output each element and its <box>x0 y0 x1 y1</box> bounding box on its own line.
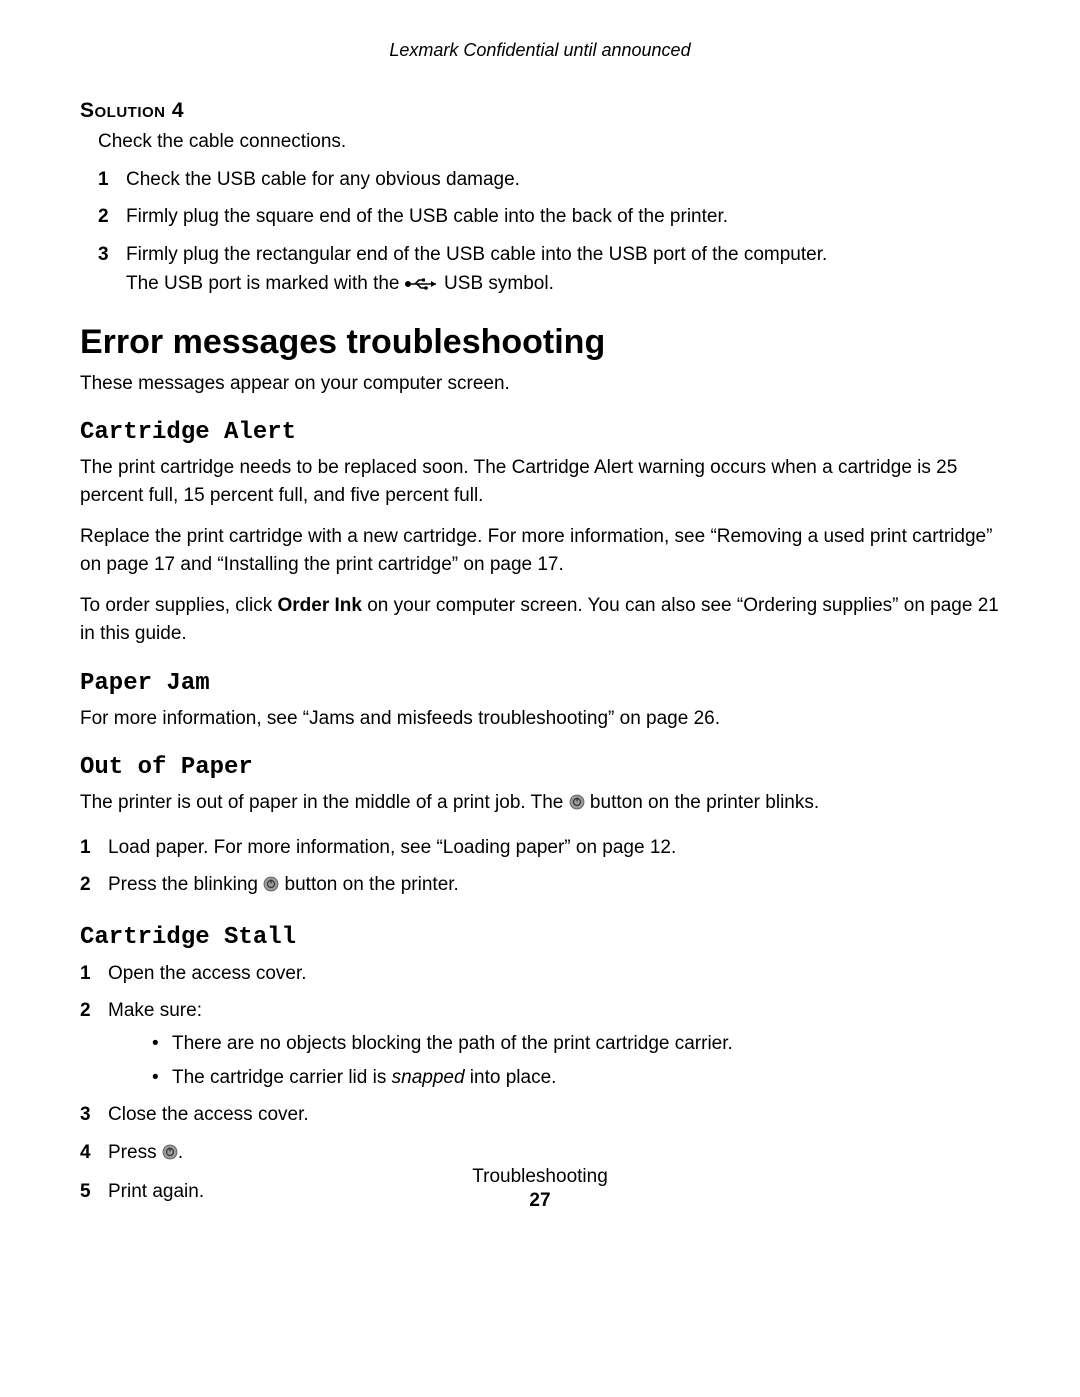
list-item: 1 Check the USB cable for any obvious dam… <box>98 165 1000 194</box>
list-item: 2 Make sure: There are no objects blockin… <box>80 996 1000 1092</box>
usb-icon <box>405 271 439 300</box>
step-text: Close the access cover. <box>108 1104 309 1125</box>
order-ink-label: Order Ink <box>277 595 361 616</box>
document-page: Lexmark Confidential until announced Sol… <box>0 0 1080 1397</box>
text-after: . <box>178 1142 183 1163</box>
step-number: 1 <box>80 959 91 988</box>
list-item: 3 Firmly plug the rectangular end of the… <box>98 240 1000 301</box>
cartridge-stall-bullets: There are no objects blocking the path o… <box>152 1029 1000 1092</box>
list-item: 2 Firmly plug the square end of the USB c… <box>98 202 1000 231</box>
solution-4-steps: 1 Check the USB cable for any obvious dam… <box>98 165 1000 301</box>
out-of-paper-p1: The printer is out of paper in the middl… <box>80 789 1000 819</box>
text-before: To order supplies, click <box>80 595 277 616</box>
step-text: Firmly plug the square end of the USB ca… <box>126 206 728 227</box>
header-tagline: Lexmark Confidential until announced <box>80 40 1000 61</box>
cartridge-alert-p2: Replace the print cartridge with a new c… <box>80 523 1000 578</box>
step-text: Firmly plug the rectangular end of the U… <box>126 244 827 265</box>
text-before: The cartridge carrier lid is <box>172 1067 392 1088</box>
cartridge-alert-p3: To order supplies, click Order Ink on yo… <box>80 592 1000 647</box>
out-of-paper-steps: 1 Load paper. For more information, see “… <box>80 833 1000 902</box>
step-text: Open the access cover. <box>108 963 307 984</box>
snapped-word: snapped <box>392 1067 465 1088</box>
page-footer: Troubleshooting 27 <box>0 1166 1080 1212</box>
text-after: button on the printer. <box>279 874 459 895</box>
text-after: into place. <box>465 1067 557 1088</box>
cartridge-alert-heading: Cartridge Alert <box>80 419 1000 446</box>
list-item: 3 Close the access cover. <box>80 1100 1000 1129</box>
bullet-item: The cartridge carrier lid is snapped int… <box>152 1063 1000 1092</box>
list-item: 1 Open the access cover. <box>80 959 1000 988</box>
footer-page-number: 27 <box>0 1190 1080 1212</box>
step-number: 4 <box>80 1138 91 1167</box>
solution-4-intro: Check the cable connections. <box>98 131 1000 153</box>
cartridge-stall-heading: Cartridge Stall <box>80 924 1000 951</box>
error-messages-intro: These messages appear on your computer s… <box>80 370 1000 398</box>
step-number: 1 <box>80 833 91 862</box>
power-button-icon <box>569 791 585 819</box>
paper-jam-p1: For more information, see “Jams and misf… <box>80 705 1000 733</box>
solution-4-heading: Solution 4 <box>80 99 1000 123</box>
power-button-icon <box>263 872 279 901</box>
bullet-item: There are no objects blocking the path o… <box>152 1029 1000 1058</box>
error-messages-heading: Error messages troubleshooting <box>80 323 1000 362</box>
step-text: Make sure: <box>108 1000 202 1021</box>
cartridge-alert-p1: The print cartridge needs to be replaced… <box>80 454 1000 509</box>
text-before: Press the blinking <box>108 874 263 895</box>
step-text-line2-before: The USB port is marked with the <box>126 273 405 294</box>
step-text-line2-after: USB symbol. <box>439 273 554 294</box>
step-text: Load paper. For more information, see “L… <box>108 837 676 858</box>
footer-section-title: Troubleshooting <box>0 1166 1080 1188</box>
step-number: 3 <box>98 240 109 269</box>
power-button-icon <box>162 1140 178 1169</box>
bullet-text: There are no objects blocking the path o… <box>172 1033 733 1054</box>
text-after: button on the printer blinks. <box>585 792 819 813</box>
step-number: 1 <box>98 165 109 194</box>
text-before: Press <box>108 1142 162 1163</box>
list-item: 2 Press the blinking button on the print… <box>80 870 1000 901</box>
list-item: 1 Load paper. For more information, see “… <box>80 833 1000 862</box>
step-text: Check the USB cable for any obvious dama… <box>126 169 520 190</box>
paper-jam-heading: Paper Jam <box>80 670 1000 697</box>
out-of-paper-heading: Out of Paper <box>80 754 1000 781</box>
step-number: 2 <box>98 202 109 231</box>
step-number: 2 <box>80 870 91 899</box>
step-number: 3 <box>80 1100 91 1129</box>
list-item: 4 Press . <box>80 1138 1000 1169</box>
step-number: 2 <box>80 996 91 1025</box>
text-before: The printer is out of paper in the middl… <box>80 792 569 813</box>
